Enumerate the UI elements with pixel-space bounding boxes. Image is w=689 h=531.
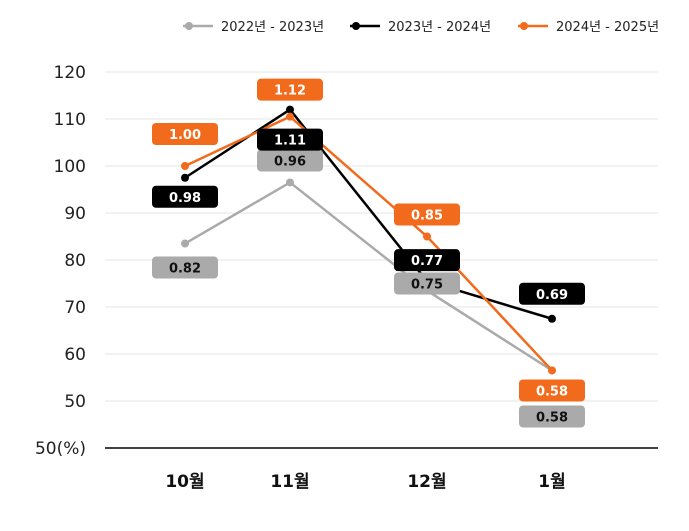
data-label-box <box>519 282 585 305</box>
data-label-box <box>519 405 585 428</box>
y-tick-label: 100 <box>54 157 86 177</box>
data-point <box>423 232 431 241</box>
series-line <box>184 107 553 320</box>
data-label: 0.69 <box>536 288 568 303</box>
x-tick-label: 12월 <box>407 472 446 492</box>
data-label: 0.58 <box>536 384 568 399</box>
y-tick-label: 110 <box>54 110 86 130</box>
data-label-box <box>257 78 323 101</box>
legend-label: 2022년 - 2023년 <box>221 20 324 35</box>
y-tick-label: 50 <box>64 392 86 412</box>
series-line <box>184 180 553 372</box>
data-point <box>548 314 556 323</box>
data-point <box>548 366 556 375</box>
data-label: 0.82 <box>169 262 201 277</box>
y-tick-label: 70 <box>64 298 86 318</box>
data-point <box>286 178 294 187</box>
data-label: 1.12 <box>274 84 306 99</box>
data-label-box <box>394 249 460 272</box>
data-label-box <box>152 123 218 145</box>
x-tick-label: 11월 <box>270 472 309 492</box>
data-label: 0.85 <box>411 209 443 224</box>
legend-marker <box>185 22 193 30</box>
data-point <box>286 105 294 114</box>
data-label-box <box>394 203 460 226</box>
legend-label: 2024년 - 2025년 <box>556 20 659 35</box>
legend-marker <box>520 22 528 30</box>
data-point <box>286 112 294 121</box>
y-tick-label: 90 <box>64 204 86 224</box>
data-label-box <box>257 128 323 151</box>
x-tick-label: 1월 <box>538 472 565 492</box>
data-label: 0.96 <box>274 154 306 169</box>
data-point <box>181 173 189 182</box>
y-tick-label: 50(%) <box>35 439 86 459</box>
legend-marker <box>352 22 360 30</box>
y-tick-label: 120 <box>54 63 86 83</box>
data-point <box>181 162 189 170</box>
data-label: 0.75 <box>411 278 443 293</box>
y-tick-label: 60 <box>64 345 86 365</box>
data-point <box>181 239 189 248</box>
data-label: 0.98 <box>169 191 201 206</box>
legend-label: 2023년 - 2024년 <box>388 20 491 35</box>
data-label: 1.11 <box>274 134 306 149</box>
data-label-box <box>257 149 323 172</box>
data-label-box <box>152 185 218 208</box>
y-tick-label: 80 <box>64 251 86 271</box>
data-label-box <box>152 256 218 279</box>
x-tick-label: 10월 <box>165 472 204 492</box>
series-line <box>184 115 553 372</box>
data-label-box <box>394 272 460 295</box>
data-label: 0.58 <box>536 410 568 425</box>
data-label-box <box>519 379 585 402</box>
data-label: 0.77 <box>411 254 443 269</box>
data-label: 1.00 <box>169 128 201 143</box>
